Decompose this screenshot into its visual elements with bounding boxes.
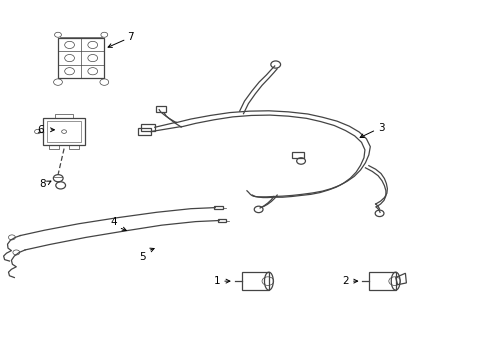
Text: 3: 3 [378, 123, 385, 133]
Text: 4: 4 [110, 217, 117, 227]
Text: 1: 1 [213, 276, 220, 286]
Text: 7: 7 [127, 32, 134, 42]
Text: 5: 5 [139, 252, 146, 262]
Text: 2: 2 [342, 276, 348, 286]
Text: 6: 6 [37, 125, 43, 135]
Text: 8: 8 [39, 179, 45, 189]
